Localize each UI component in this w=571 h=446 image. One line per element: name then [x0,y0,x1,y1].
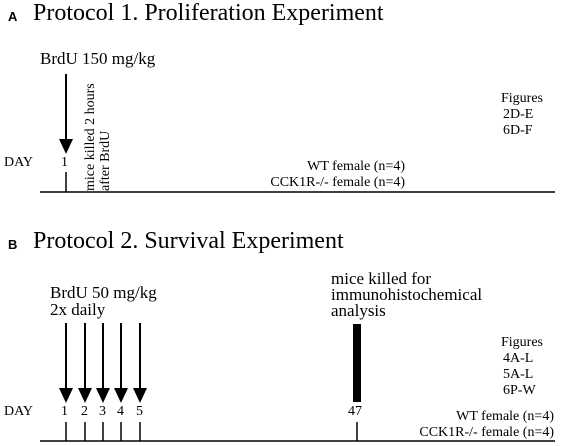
panel-b-figure-ref: 4A-L [503,351,534,366]
panel-a-figure-ref: 6D-F [503,123,533,138]
panel-a-dose-label: BrdU 150 mg/kg [40,49,156,68]
panel-b-day-tick-end: 47 [348,404,362,419]
panel-a-letter: A [8,9,18,24]
panel-a-day-label: DAY [4,155,34,170]
panel-b-killed-note: immunohistochemical [331,285,483,304]
panel-b-dose-label: BrdU 50 mg/kg [50,283,157,302]
panel-b-brdu-arrows [59,323,147,403]
panel-b-brdu-arrowhead [96,388,110,403]
panel-b-dose-frequency: 2x daily [50,300,106,319]
panel-b-killed-note: mice killed for [331,269,432,288]
panel-b-group-ko: CCK1R-/- female (n=4) [419,425,554,440]
panel-b-figure-ref: 5A-L [503,367,534,382]
panel-a-group-ko: CCK1R-/- female (n=4) [270,175,405,190]
panel-b-brdu-arrowhead [114,388,128,403]
panel-b-letter: B [8,237,18,252]
panel-a-brdu-arrowhead [59,139,73,154]
panel-a-group-wt: WT female (n=4) [307,159,405,174]
panel-b-killed-note: analysis [331,301,386,320]
panel-a-title: Protocol 1. Proliferation Experiment [33,0,384,26]
panel-b-day-tick: 4 [117,404,124,419]
panel-b-brdu-arrowhead [133,388,147,403]
panel-b-day-tick: 1 [61,404,68,419]
panel-b-title: Protocol 2. Survival Experiment [33,228,344,254]
panel-b-kill-marker [353,324,361,402]
panel-a-figures-title: Figures [501,91,543,106]
panel-b-day-tick: 5 [136,404,143,419]
panel-b-brdu-arrowhead [78,388,92,403]
panel-b-group-wt: WT female (n=4) [456,409,554,424]
panel-a-day-tick-1: 1 [61,155,68,170]
panel-b-brdu-arrowhead [59,388,73,403]
panel-b-figures-title: Figures [501,335,543,350]
panel-b-figure-ref: 6P-W [503,383,536,398]
panel-a-figure-ref: 2D-E [503,107,534,122]
panel-b-day-tick: 2 [81,404,88,419]
panel-b-day-tick-marks [65,422,358,441]
panel-b-day-label: DAY [4,404,34,419]
panel-b-day-tick: 3 [99,404,106,419]
